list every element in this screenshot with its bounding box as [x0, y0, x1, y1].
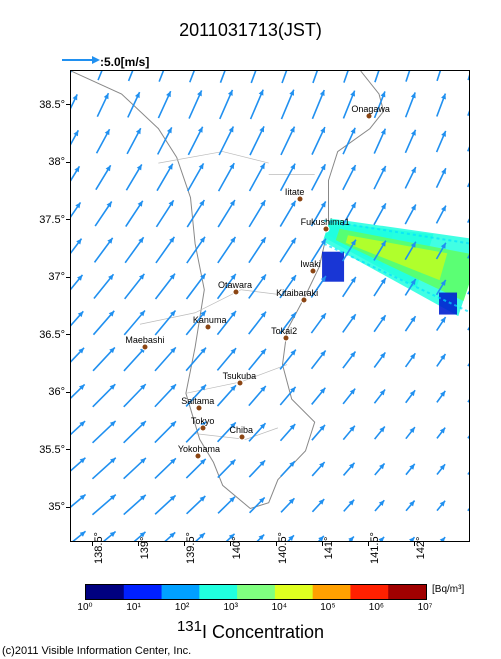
x-tick-label: 138.5° — [93, 532, 105, 564]
y-tick-label: 38.5° — [30, 99, 65, 111]
city-label: Iwaki — [300, 259, 321, 269]
city-label: Iitate — [285, 187, 305, 197]
figure-container: 2011031713(JST) :5.0[m/s] [Bq/m³] 131I C… — [0, 0, 501, 659]
colorbar-tick: 10⁰ — [77, 602, 92, 613]
city-label: Yokohama — [178, 444, 220, 454]
y-tick-label: 37° — [30, 271, 65, 283]
y-tick-label: 36.5° — [30, 329, 65, 341]
x-tick-label: 139.5° — [185, 532, 197, 564]
city-label: Maebashi — [125, 335, 164, 345]
colorbar-tick: 10³ — [223, 602, 237, 613]
city-label: Tokai2 — [271, 326, 297, 336]
x-tick-label: 139° — [139, 537, 151, 560]
x-tick-label: 141.5° — [369, 532, 381, 564]
city-label: Onagawa — [351, 104, 390, 114]
city-label: Kitaibaraki — [276, 288, 318, 298]
colorbar-tick: 10² — [175, 602, 189, 613]
colorbar-tick: 10¹ — [126, 602, 140, 613]
x-tick-label: 142° — [415, 537, 427, 560]
city-label: Tsukuba — [223, 371, 257, 381]
city-label: Otawara — [218, 280, 252, 290]
map-plot — [70, 70, 470, 542]
x-tick-label: 140° — [231, 537, 243, 560]
city-label: Tokyo — [191, 416, 215, 426]
x-axis-label: 131I Concentration — [0, 618, 501, 643]
colorbar — [85, 584, 427, 600]
y-tick-label: 35° — [30, 501, 65, 513]
city-label: Kanuma — [193, 315, 227, 325]
colorbar-tick: 10⁶ — [369, 602, 384, 613]
y-tick-label: 37.5° — [30, 214, 65, 226]
y-tick-label: 36° — [30, 386, 65, 398]
city-label: Fukushima1 — [301, 217, 350, 227]
colorbar-unit: [Bq/m³] — [432, 584, 464, 595]
y-tick-label: 35.5° — [30, 444, 65, 456]
copyright-footer: (c)2011 Visible Information Center, Inc. — [2, 645, 191, 657]
colorbar-tick: 10⁴ — [272, 602, 287, 613]
scale-label: :5.0[m/s] — [100, 55, 149, 69]
colorbar-tick: 10⁷ — [418, 602, 433, 613]
x-tick-label: 140.5° — [277, 532, 289, 564]
city-label: Saitama — [181, 396, 214, 406]
map-svg — [71, 71, 470, 542]
y-tick-label: 38° — [30, 156, 65, 168]
scale-arrow-icon — [60, 50, 100, 70]
city-label: Chiba — [229, 425, 253, 435]
x-tick-label: 141° — [323, 537, 335, 560]
colorbar-tick: 10⁵ — [320, 602, 335, 613]
figure-title: 2011031713(JST) — [0, 0, 501, 41]
